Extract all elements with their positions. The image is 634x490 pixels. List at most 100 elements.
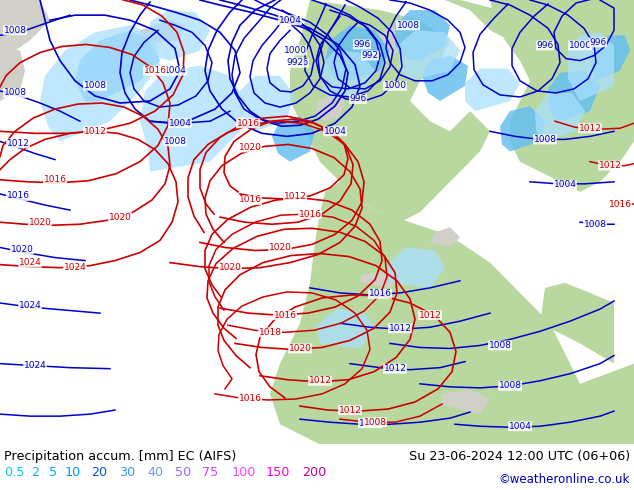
Text: 996: 996 xyxy=(590,38,607,47)
Text: 1016: 1016 xyxy=(236,119,259,128)
Polygon shape xyxy=(395,10,450,61)
Text: 996: 996 xyxy=(292,58,309,67)
Text: 1012: 1012 xyxy=(309,376,332,385)
Text: 1012: 1012 xyxy=(84,127,107,136)
Text: 1020: 1020 xyxy=(269,243,292,252)
Text: 1000: 1000 xyxy=(384,81,406,90)
Polygon shape xyxy=(140,66,245,172)
Polygon shape xyxy=(465,69,520,111)
Text: 1024: 1024 xyxy=(63,263,86,272)
Text: 75: 75 xyxy=(202,466,218,479)
Text: 5: 5 xyxy=(49,466,57,479)
Polygon shape xyxy=(420,0,520,40)
Text: 1018: 1018 xyxy=(259,328,281,337)
Polygon shape xyxy=(360,270,400,288)
Polygon shape xyxy=(240,76,295,131)
Text: 996: 996 xyxy=(349,95,366,103)
Text: 1020: 1020 xyxy=(108,213,131,221)
Polygon shape xyxy=(270,182,614,444)
Text: 996: 996 xyxy=(353,40,371,49)
Text: 1004: 1004 xyxy=(323,127,346,136)
Text: 1004: 1004 xyxy=(278,16,301,24)
Text: 1008: 1008 xyxy=(363,417,387,427)
Polygon shape xyxy=(40,25,160,142)
Text: 1012: 1012 xyxy=(579,124,602,133)
Text: 996: 996 xyxy=(536,41,553,50)
Polygon shape xyxy=(388,247,445,288)
Text: 1008: 1008 xyxy=(84,81,107,90)
Text: 150: 150 xyxy=(266,466,290,479)
Text: 1016: 1016 xyxy=(143,66,167,75)
Polygon shape xyxy=(490,0,634,192)
Text: 1008: 1008 xyxy=(4,88,27,98)
Text: 1016: 1016 xyxy=(609,199,631,209)
Text: 1016: 1016 xyxy=(273,311,297,319)
Text: 1004: 1004 xyxy=(553,180,576,189)
Text: 1012: 1012 xyxy=(384,364,406,373)
Text: 1020: 1020 xyxy=(29,218,51,227)
Text: 2: 2 xyxy=(31,466,39,479)
Text: 1016: 1016 xyxy=(6,192,30,200)
Text: 40: 40 xyxy=(147,466,163,479)
Text: 1024: 1024 xyxy=(18,300,41,310)
Text: 1008: 1008 xyxy=(498,381,522,391)
Polygon shape xyxy=(320,50,375,101)
Text: ©weatheronline.co.uk: ©weatheronline.co.uk xyxy=(498,473,630,486)
Text: 1020: 1020 xyxy=(288,344,311,353)
Text: 30: 30 xyxy=(119,466,135,479)
Polygon shape xyxy=(148,10,210,61)
Text: 1008: 1008 xyxy=(4,26,27,35)
Text: 100: 100 xyxy=(232,466,256,479)
Polygon shape xyxy=(315,93,345,121)
Text: 1024: 1024 xyxy=(23,361,46,370)
Polygon shape xyxy=(0,46,25,101)
Polygon shape xyxy=(372,25,405,61)
Polygon shape xyxy=(535,93,585,142)
Polygon shape xyxy=(272,116,315,162)
Text: 1003: 1003 xyxy=(358,419,382,428)
Text: 1012: 1012 xyxy=(598,161,621,170)
Text: 1012: 1012 xyxy=(283,193,306,201)
Polygon shape xyxy=(591,35,630,81)
Text: 1008: 1008 xyxy=(164,137,186,146)
Text: 1008: 1008 xyxy=(396,21,420,30)
Text: 1008: 1008 xyxy=(583,220,607,229)
Polygon shape xyxy=(0,0,50,61)
Polygon shape xyxy=(500,106,545,151)
Polygon shape xyxy=(75,30,160,101)
Text: 1020: 1020 xyxy=(219,263,242,272)
Text: 1024: 1024 xyxy=(18,258,41,267)
Text: 200: 200 xyxy=(302,466,327,479)
Polygon shape xyxy=(568,32,614,101)
Text: 1016: 1016 xyxy=(44,175,67,184)
Text: 1000: 1000 xyxy=(569,41,592,50)
Polygon shape xyxy=(325,25,390,81)
Text: 1012: 1012 xyxy=(339,406,361,415)
Text: 1012: 1012 xyxy=(389,324,411,333)
Text: 1012: 1012 xyxy=(418,311,441,319)
Polygon shape xyxy=(548,71,600,121)
Text: 1004: 1004 xyxy=(169,119,191,128)
Polygon shape xyxy=(540,283,614,364)
Text: Su 23-06-2024 12:00 UTC (06+06): Su 23-06-2024 12:00 UTC (06+06) xyxy=(409,450,630,464)
Text: 1016: 1016 xyxy=(238,394,261,403)
Text: 20: 20 xyxy=(91,466,107,479)
Text: 1008: 1008 xyxy=(489,341,512,350)
Text: 10: 10 xyxy=(65,466,81,479)
Text: 1016: 1016 xyxy=(368,290,392,298)
Text: 1012: 1012 xyxy=(6,139,29,148)
Text: 1016: 1016 xyxy=(238,196,261,204)
Text: 992: 992 xyxy=(361,51,378,60)
Polygon shape xyxy=(398,30,460,81)
Polygon shape xyxy=(422,55,468,101)
Polygon shape xyxy=(0,364,634,444)
Polygon shape xyxy=(316,308,375,348)
Polygon shape xyxy=(290,0,490,222)
Polygon shape xyxy=(310,121,360,177)
Text: 50: 50 xyxy=(175,466,191,479)
Polygon shape xyxy=(430,227,460,247)
Text: 1000: 1000 xyxy=(283,46,306,55)
Polygon shape xyxy=(138,20,185,43)
Text: 1020: 1020 xyxy=(238,143,261,152)
Text: 992: 992 xyxy=(287,58,304,67)
